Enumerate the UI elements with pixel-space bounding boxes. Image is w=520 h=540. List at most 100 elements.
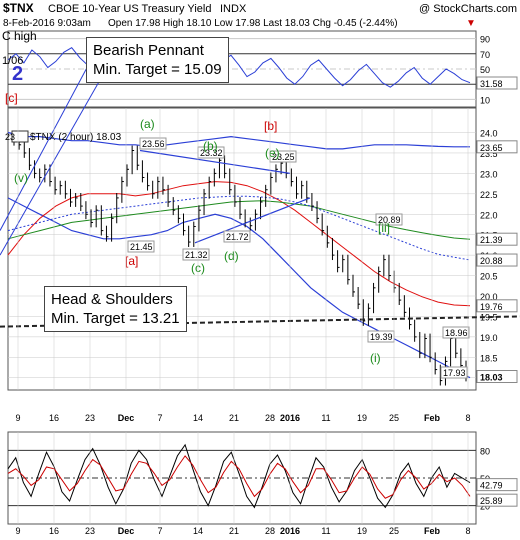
right-value-label: 23.65 (480, 143, 503, 153)
wave-label: [b] (264, 119, 277, 133)
right-value-box (476, 253, 518, 267)
wave-label: [a] (125, 254, 138, 268)
x-tick-label-bottom: Feb (424, 526, 441, 536)
neckline-line (0, 315, 520, 328)
point-value-label: 18.96 (445, 328, 468, 338)
symbol-label: $TNX (3, 1, 34, 15)
right-value-label: 20.88 (480, 256, 503, 266)
pennant-title: Bearish Pennant (93, 42, 204, 59)
x-tick-label: 7 (157, 413, 162, 423)
long-diagonal-line (0, 61, 91, 231)
red-moving-average (7, 181, 471, 307)
x-tick-label-bottom: 19 (357, 526, 367, 536)
x-tick-label-bottom: 8 (465, 526, 470, 536)
x-tick-label: 14 (193, 413, 203, 423)
exchange-label: INDX (220, 3, 247, 15)
x-tick-label-bottom: 11 (321, 526, 330, 536)
price-panel (7, 107, 477, 391)
x-tick-label-bottom: Dec (118, 526, 135, 536)
price-axis-label: 23.5 (480, 149, 498, 159)
rsi2-value-box (476, 493, 518, 507)
x-tick-label-bottom: 14 (193, 526, 203, 536)
hs-target: Min. Target = 13.21 (51, 310, 180, 327)
series-legend-box (11, 130, 29, 143)
right-value-box (476, 140, 518, 154)
rsi-axis-label: 50 (480, 65, 490, 75)
x-tick-label: 16 (49, 413, 59, 423)
x-tick-label: Dec (118, 413, 135, 423)
point-value-box (440, 366, 468, 379)
point-value-label: 21.72 (226, 232, 249, 242)
price-group: 24.023.523.022.522.021.521.020.520.019.5… (0, 61, 520, 386)
point-value-label: 21.32 (185, 250, 208, 260)
change-arrow-icon: ▼ (466, 18, 476, 29)
point-value-box (223, 230, 251, 243)
x-tick-label-bottom: 23 (85, 526, 95, 536)
date-label: 8-Feb-2016 9:03am (3, 18, 91, 29)
point-value-label: 23.56 (142, 139, 165, 149)
price-axis-label: 20.5 (480, 272, 498, 282)
wave-label: (e) (265, 146, 280, 160)
wave-side-label: C high (2, 29, 37, 43)
x-tick-label: 25 (389, 413, 399, 423)
right-value-label: 19.76 (480, 302, 503, 312)
right-value-label: 18.03 (480, 373, 503, 383)
rsi-axis-label: 70 (480, 50, 490, 60)
head-shoulders-callout: Head & Shoulders Min. Target = 13.21 (44, 286, 187, 332)
rsi-last-value-label: 31.58 (480, 79, 503, 89)
price-axis-label: 19.0 (480, 333, 498, 343)
rsi-axis-label: 90 (480, 35, 490, 45)
wave-label: (i) (370, 351, 381, 365)
price-axis-label: 18.5 (480, 353, 498, 363)
price-axis-label: 24.0 (480, 129, 498, 139)
rsi2-axis-label: 80 (480, 446, 490, 456)
quote-label: Open 17.98 High 18.10 Low 17.98 Last 18.… (108, 18, 398, 29)
price-axis-label: 23.0 (480, 169, 498, 179)
right-value-box (476, 370, 518, 384)
x-tick-label-bottom: 7 (157, 526, 162, 536)
x-tick-label: 2016 (280, 413, 300, 423)
pennant-target: Min. Target = 15.09 (93, 61, 222, 78)
x-tick-label: Feb (424, 413, 441, 423)
copyright-label: @ StockCharts.com (419, 3, 517, 15)
hs-title: Head & Shoulders (51, 291, 173, 308)
point-value-label: 19.39 (370, 332, 393, 342)
x-tick-label: 21 (229, 413, 239, 423)
point-value-box (139, 137, 167, 150)
long-diagonal-line-2 (0, 79, 101, 256)
rsi-last-value-box (476, 76, 518, 90)
pennant-lower-trendline (194, 197, 311, 244)
green-moving-average (7, 200, 471, 240)
pennant-upper-trendline (139, 149, 291, 174)
x-tick-label: 8 (465, 413, 470, 423)
wave-label: (v) (14, 171, 28, 185)
instrument-name: CBOE 10-Year US Treasury Yield (48, 3, 211, 15)
price-axis-label: 22.0 (480, 210, 498, 220)
rsi2-value-box (476, 478, 518, 492)
wave-side-label: 1/06 (2, 55, 23, 67)
right-value-label: 21.39 (480, 235, 503, 245)
point-value-box (127, 240, 155, 253)
wave-side-label: [c] (5, 91, 18, 105)
upper-band-line (7, 131, 470, 150)
right-value-box (476, 299, 518, 313)
x-tick-label-bottom: 28 (265, 526, 275, 536)
x-tick-label-bottom: 9 (15, 526, 20, 536)
point-value-label: 20.89 (378, 215, 401, 225)
point-value-box (442, 326, 470, 339)
rsi2-value-label: 42.79 (480, 481, 503, 491)
price-axis-label: 20.0 (480, 292, 498, 302)
bearish-pennant-callout: Bearish Pennant Min. Target = 15.09 (86, 37, 229, 83)
point-value-label: 23.32 (200, 148, 223, 158)
right-value-box (476, 232, 518, 246)
rsi2-value-label: 25.89 (480, 496, 503, 506)
price-axis-label: 22.5 (480, 190, 498, 200)
wave-side-label: 2 (12, 63, 23, 85)
wave-label: [ii] (378, 221, 390, 235)
x-tick-label: 11 (321, 413, 330, 423)
x-tick-label: 9 (15, 413, 20, 423)
wave-label: (d) (224, 249, 239, 263)
x-tick-label-bottom: 25 (389, 526, 399, 536)
